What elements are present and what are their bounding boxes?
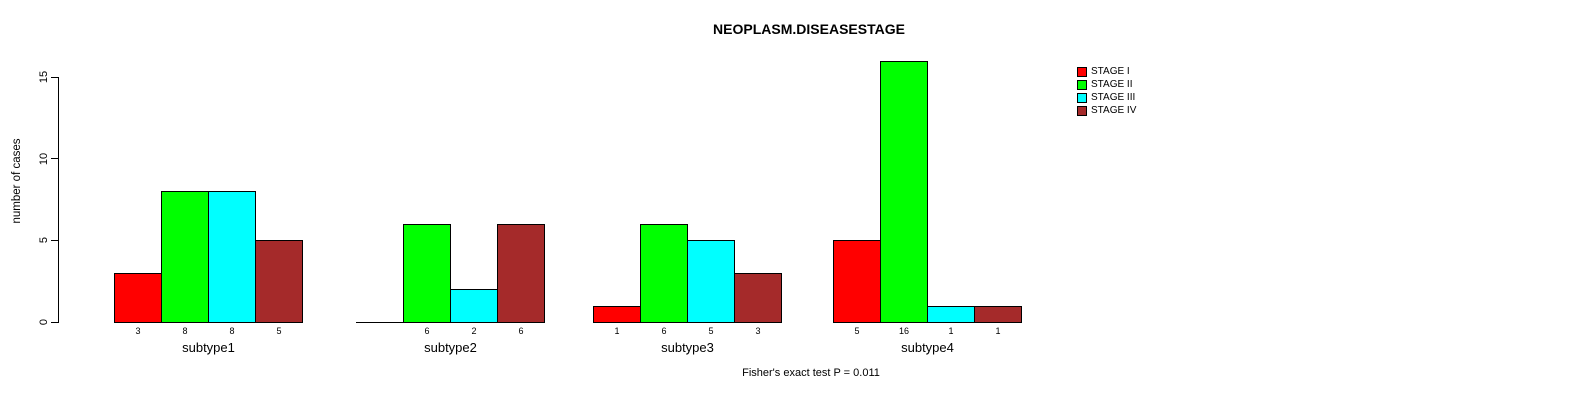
legend: STAGE I STAGE II STAGE III STAGE IV	[1077, 67, 1136, 119]
bar-stage-ii-subtype2	[403, 224, 451, 323]
y-tick-label: 15	[38, 70, 50, 84]
bar-value-label: 2	[471, 326, 477, 336]
bar-value-label: 5	[854, 326, 860, 336]
bar-stage-iv-subtype2	[497, 224, 545, 323]
y-tick	[51, 158, 59, 160]
bar-value-label: 16	[898, 326, 909, 336]
legend-swatch-stage-i	[1077, 67, 1087, 77]
bar-value-label: 6	[424, 326, 430, 336]
bar-value-label: 3	[135, 326, 141, 336]
bar-stage-iv-subtype4	[974, 306, 1022, 323]
y-tick-label: 10	[38, 152, 50, 165]
bar-stage-ii-subtype3	[640, 224, 688, 323]
y-tick-label: 0	[38, 318, 50, 326]
bar-stage-i-subtype1	[114, 273, 162, 323]
bar-stage-iii-subtype1	[208, 191, 256, 323]
bar-value-label: 1	[614, 326, 620, 336]
y-axis-label: number of cases	[11, 138, 23, 224]
bar-stage-iv-subtype3	[734, 273, 782, 323]
bar-stage-i-subtype4	[833, 240, 881, 323]
bar-value-label: 5	[276, 326, 282, 336]
x-category-label-subtype3: subtype3	[661, 340, 714, 355]
bar-value-label: 8	[182, 326, 188, 336]
legend-label: STAGE I	[1091, 66, 1130, 77]
bar-stage-i-subtype3	[593, 306, 641, 323]
bar-value-label: 5	[708, 326, 714, 336]
legend-swatch-stage-iii	[1077, 93, 1087, 103]
y-axis-line	[58, 77, 59, 323]
legend-swatch-stage-ii	[1077, 80, 1087, 90]
bar-stage-ii-subtype4	[880, 61, 928, 323]
legend-row: STAGE III	[1077, 93, 1136, 103]
legend-label: STAGE IV	[1091, 105, 1137, 116]
bar-value-label: 6	[518, 326, 524, 336]
legend-label: STAGE III	[1091, 92, 1136, 103]
legend-row: STAGE II	[1077, 80, 1136, 90]
legend-swatch-stage-iv	[1077, 106, 1087, 116]
bar-value-label: 6	[661, 326, 667, 336]
bar-stage-iii-subtype2	[450, 289, 498, 323]
legend-row: STAGE I	[1077, 67, 1136, 77]
bar-value-label: 1	[948, 326, 954, 336]
legend-row: STAGE IV	[1077, 106, 1136, 116]
bar-value-label: 1	[995, 326, 1001, 336]
y-tick	[51, 321, 59, 323]
bar-value-label: 8	[229, 326, 235, 336]
bar-stage-iv-subtype1	[255, 240, 303, 323]
x-category-label-subtype1: subtype1	[182, 340, 235, 355]
bar-value-label: 3	[755, 326, 761, 336]
x-category-label-subtype4: subtype4	[901, 340, 954, 355]
y-tick	[51, 76, 59, 78]
x-category-label-subtype2: subtype2	[424, 340, 477, 355]
chart-title: NEOPLASM.DISEASESTAGE	[713, 21, 905, 37]
y-tick-label: 5	[38, 237, 50, 244]
y-tick	[51, 239, 59, 241]
caption: Fisher's exact test P = 0.011	[742, 367, 880, 379]
bar-stage-iii-subtype3	[687, 240, 735, 323]
bar-stage-iii-subtype4	[927, 306, 975, 323]
legend-label: STAGE II	[1091, 79, 1133, 90]
bar-stage-ii-subtype1	[161, 191, 209, 323]
